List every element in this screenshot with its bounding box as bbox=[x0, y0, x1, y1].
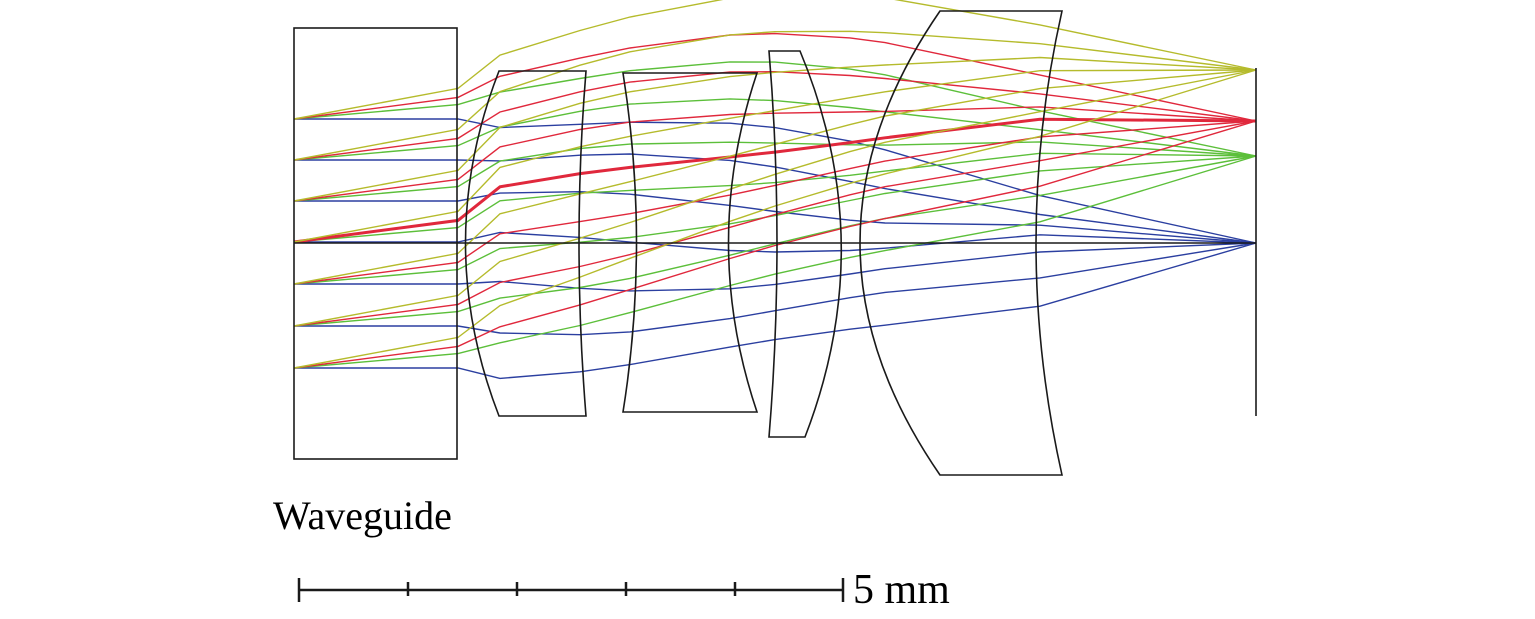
ray-field_2 bbox=[293, 70, 1257, 161]
lens-2 bbox=[622, 72, 759, 413]
ray-field_0 bbox=[294, 231, 1257, 253]
scale-bar bbox=[297, 578, 845, 602]
ray-field_3 bbox=[293, 56, 1257, 202]
lens-4 bbox=[859, 10, 1063, 476]
ray-field_1 bbox=[293, 152, 1257, 243]
ray-field_1 bbox=[293, 61, 1257, 157]
ray-field_1 bbox=[293, 141, 1257, 202]
ray-field_2 bbox=[293, 120, 1257, 369]
ray-field_3 bbox=[293, 69, 1257, 369]
ray-field_3 bbox=[293, 69, 1257, 327]
scale-label: 5 mm bbox=[853, 567, 950, 613]
lens-1 bbox=[464, 70, 587, 417]
ray-field_0 bbox=[294, 242, 1257, 380]
ray-field_3 bbox=[293, 30, 1257, 161]
waveguide-label: Waveguide bbox=[273, 493, 452, 538]
ray-field_0 bbox=[294, 242, 1257, 336]
ray-field_1 bbox=[293, 155, 1257, 285]
lens-3 bbox=[768, 50, 843, 438]
ray-field_3 bbox=[293, 69, 1257, 243]
optical-elements bbox=[293, 10, 1257, 476]
ray-field_3 bbox=[293, 0, 1257, 120]
ray-field_1 bbox=[293, 98, 1257, 161]
ray-field_0 bbox=[294, 153, 1257, 244]
ray-field_2 bbox=[293, 120, 1257, 327]
ray-field_2 bbox=[293, 32, 1257, 122]
ray-field_3 bbox=[293, 69, 1257, 285]
ray-field_2 bbox=[293, 106, 1257, 202]
ray-field_1 bbox=[293, 155, 1257, 327]
